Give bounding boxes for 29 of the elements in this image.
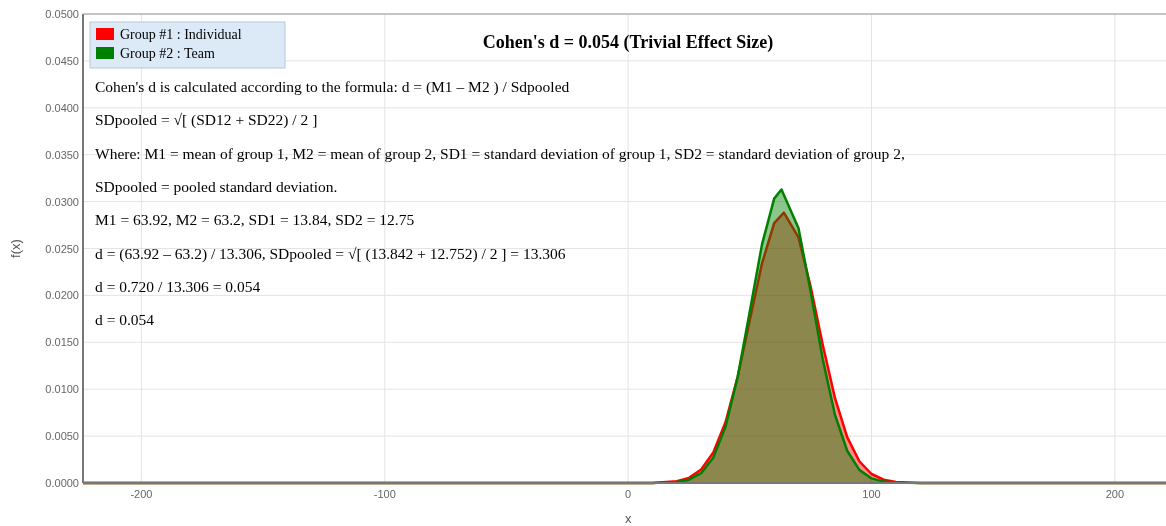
y-tick-label: 0.0500 xyxy=(45,8,79,20)
annotation: d = (63.92 – 63.2) / 13.306, SDpooled = √[ (13.842 + 12.752) / 2 ] = 13.306 xyxy=(95,244,566,263)
y-tick-label: 0.0300 xyxy=(45,195,79,208)
y-axis-title: f(x) xyxy=(8,239,23,258)
x-tick-label: 0 xyxy=(625,488,632,500)
annotation: SDpooled = √[ (SD12 + SD22) / 2 ] xyxy=(95,111,318,130)
y-tick-label: 0.0100 xyxy=(45,383,79,396)
x-tick-label: -200 xyxy=(130,488,153,500)
y-tick-label: 0.0150 xyxy=(45,336,79,349)
x-tick-label: 200 xyxy=(1105,488,1125,500)
legend-label: Group #2 : Team xyxy=(120,46,215,61)
x-tick-label: 100 xyxy=(862,488,881,500)
y-tick-label: 0.0450 xyxy=(45,54,79,67)
y-tick-label: 0.0050 xyxy=(45,430,79,443)
annotation: Cohen's d is calculated according to the formula: d = (M1 – M2 ) / Sdpooled xyxy=(95,78,570,96)
annotation: SDpooled = pooled standard deviation. xyxy=(95,177,338,195)
legend-label: Group #1 : Individual xyxy=(120,27,242,42)
y-tick-label: 0.0350 xyxy=(45,148,79,161)
annotation: d = 0.054 xyxy=(95,311,155,329)
y-tick-label: 0.0250 xyxy=(45,242,79,255)
y-tick-label: 0.0000 xyxy=(45,477,79,489)
text: Cohen's d = 0.054 (Trivial Effect Size) xyxy=(482,32,774,53)
annotation: d = 0.720 / 13.306 = 0.054 xyxy=(95,277,261,295)
annotation: Where: M1 = mean of group 1, M2 = mean of group 2, SD1 = standard deviation of group 1, SD2 = standard deviation of group 2, xyxy=(95,144,905,162)
y-tick-label: 0.0400 xyxy=(45,101,79,114)
annotation: M1 = 63.92, M2 = 63.2, SD1 = 13.84, SD2 = 12.75 xyxy=(95,211,415,229)
y-tick-label: 0.0200 xyxy=(45,289,79,302)
x-axis-title: x xyxy=(624,511,632,526)
x-tick-label: -100 xyxy=(373,488,396,500)
